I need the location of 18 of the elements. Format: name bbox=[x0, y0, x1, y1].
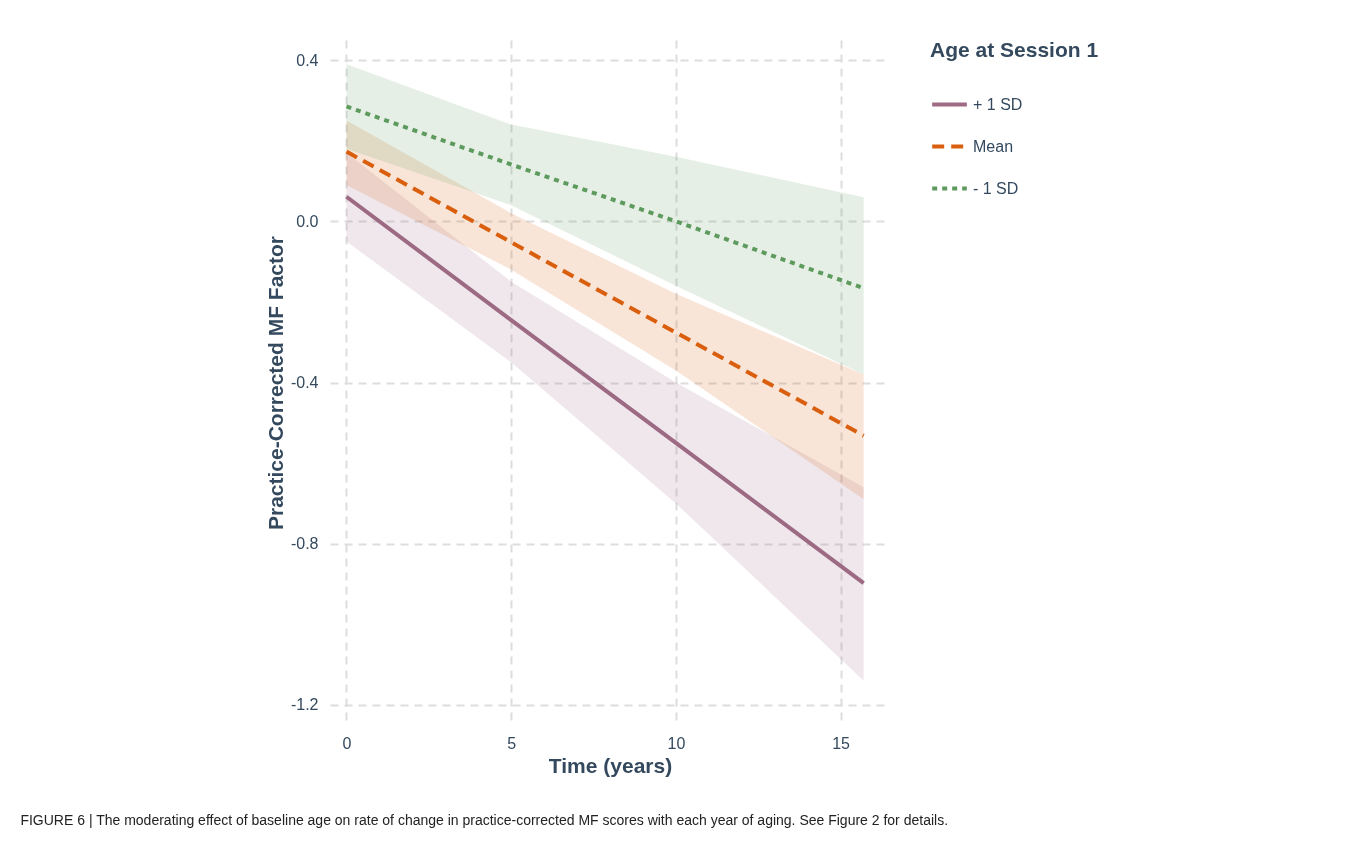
y-tick-label: -1.2 bbox=[290, 696, 319, 714]
y-tick-label: -0.4 bbox=[290, 374, 319, 391]
legend-title: Age at Session 1 bbox=[930, 38, 1099, 61]
x-tick-label: 5 bbox=[507, 734, 517, 752]
line-series bbox=[344, 194, 866, 586]
x-tick-label: 0 bbox=[342, 734, 352, 752]
legend-label: + 1 SD bbox=[973, 95, 1023, 113]
x-axis-title: Time (years) bbox=[548, 753, 673, 777]
caption: FIGURE 6 | The moderating effect of baseline age on rate of change in practice-corrected MF scores with each year of aging. See Figure 2 for details. bbox=[20, 812, 949, 828]
y-tick-label: 0.0 bbox=[296, 212, 319, 230]
line-series bbox=[344, 149, 866, 438]
legend-label: - 1 SD bbox=[973, 179, 1019, 197]
y-tick-label: 0.4 bbox=[296, 51, 319, 69]
y-tick-label: -0.8 bbox=[290, 535, 319, 553]
x-tick-label: 10 bbox=[667, 734, 686, 752]
x-tick-label: 15 bbox=[832, 734, 851, 752]
legend-label: Mean bbox=[973, 137, 1014, 155]
y-axis-title: Practice-Corrected MF Factor bbox=[263, 235, 287, 531]
